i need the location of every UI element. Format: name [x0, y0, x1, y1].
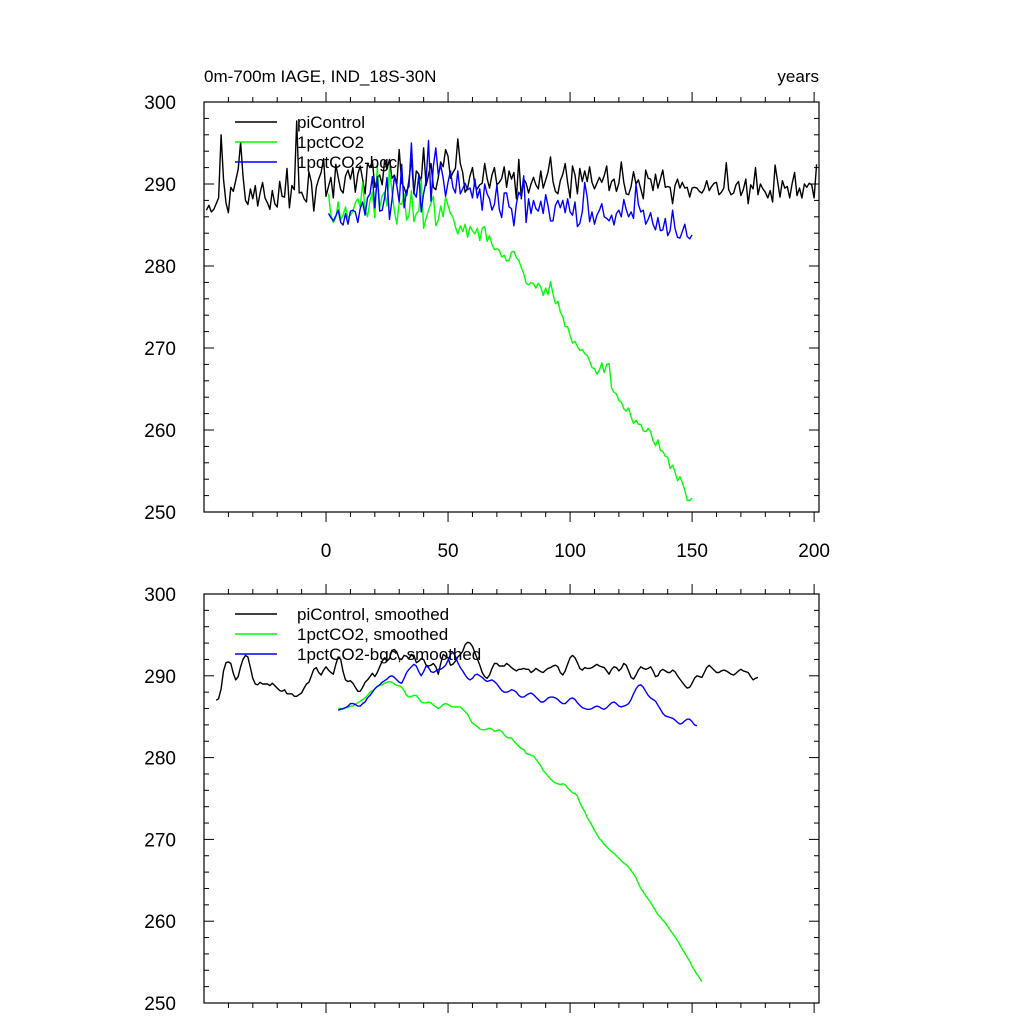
legend-label: 1pctCO2-bgc [297, 153, 398, 172]
series-line-1pctco2 [327, 166, 693, 502]
panel-top: 250 260 270 280 290 300 0 50 100 150 200 0m-700m IA… [144, 67, 830, 562]
y-tick-label: 280 [144, 749, 176, 770]
series-line-picontrol [205, 120, 818, 214]
y-tick-label: 300 [144, 585, 176, 606]
x-tick-label: 0 [321, 541, 332, 562]
series-line-1pctco2-smoothed [338, 680, 703, 983]
y-tick-label: 260 [144, 912, 176, 933]
legend-label: piControl [297, 113, 365, 132]
legend-label: piControl, smoothed [297, 605, 449, 624]
chart-title: 0m-700m IAGE, IND_18S-30N [204, 67, 436, 86]
series-line-1pctco2-bgc [327, 139, 693, 240]
y-tick-label: 250 [144, 994, 176, 1015]
y-tick-label: 270 [144, 339, 176, 360]
y-tick-label: 300 [144, 93, 176, 114]
y-tick-label: 290 [144, 175, 176, 196]
y-tick-label: 270 [144, 830, 176, 851]
series-group [205, 120, 818, 502]
y-tick-label: 290 [144, 667, 176, 688]
x-tick-label: 100 [554, 541, 586, 562]
series-line-picontrol-smoothed [215, 641, 759, 701]
series-line-1pctco2-bgc-smoothed [337, 651, 698, 727]
legend-label: 1pctCO2-bgc, smoothed [297, 645, 481, 664]
legend-label: 1pctCO2, smoothed [297, 625, 448, 644]
y-tick-label: 250 [144, 503, 176, 524]
legend-label: 1pctCO2 [297, 133, 364, 152]
x-tick-label: 50 [437, 541, 458, 562]
chart-right-title: years [777, 67, 819, 86]
x-tick-label: 200 [798, 541, 830, 562]
series-group [215, 641, 759, 983]
y-tick-label: 280 [144, 257, 176, 278]
x-tick-label: 150 [676, 541, 708, 562]
plot-frame [203, 593, 820, 1004]
plot-frame [203, 101, 820, 513]
y-tick-label: 260 [144, 421, 176, 442]
